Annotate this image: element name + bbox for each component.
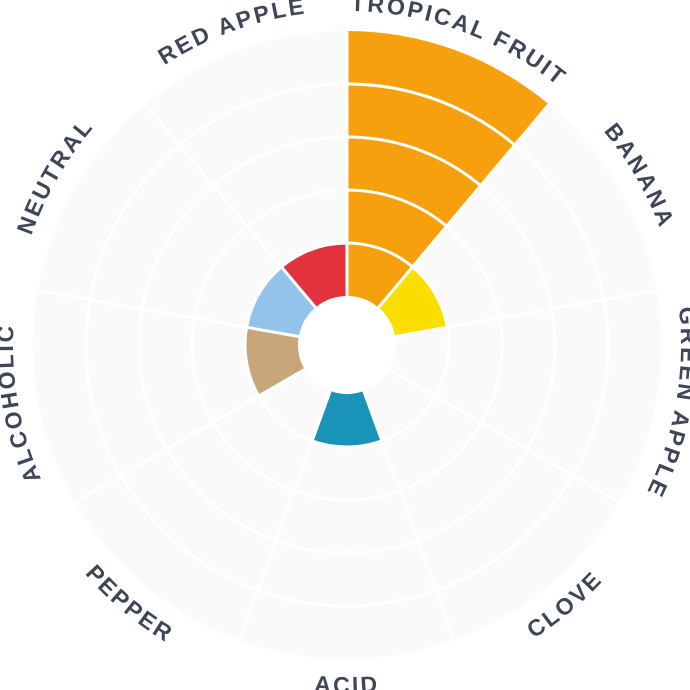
- grid-spoke: [141, 100, 317, 309]
- chart-background-disc: [33, 31, 661, 659]
- grid-spoke: [236, 390, 332, 645]
- grid-spoke: [70, 368, 306, 506]
- bar-neutral: [246, 266, 316, 337]
- category-label-acid: ACID: [314, 671, 381, 690]
- bar-tropical-fruit: [347, 31, 549, 308]
- bar-alcoholic: [244, 327, 305, 396]
- grid-spoke: [388, 368, 624, 506]
- background-layer: [33, 31, 661, 659]
- grid-spoke: [33, 288, 300, 338]
- grid-spoke: [394, 288, 661, 338]
- bar-acid: [312, 391, 382, 447]
- grid-spoke: [377, 100, 553, 309]
- grid-layer: [33, 27, 661, 645]
- bars-layer: [244, 31, 549, 447]
- bar-banana: [378, 266, 448, 337]
- bar-red-apple: [281, 243, 347, 308]
- grid-spoke: [362, 390, 458, 645]
